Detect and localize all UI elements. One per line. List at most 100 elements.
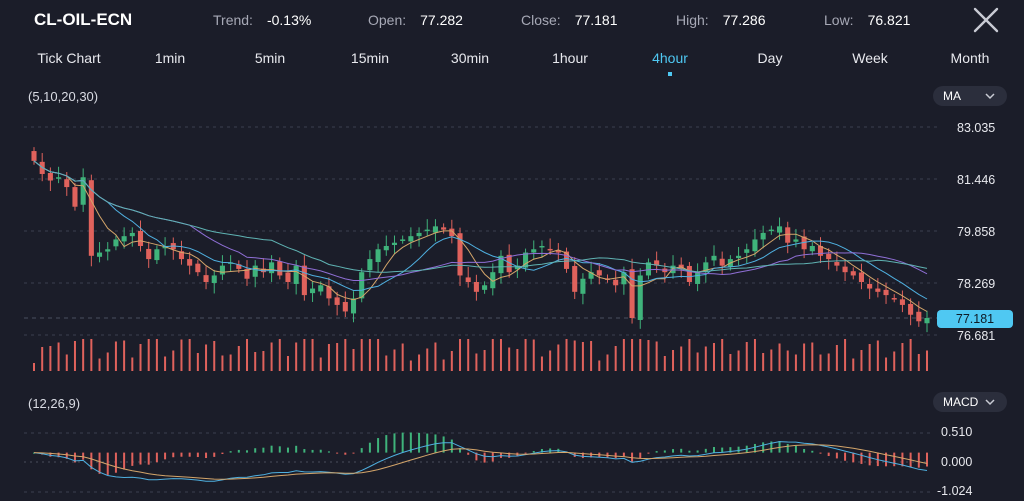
macd-histogram-bar: [467, 452, 470, 455]
candle-body: [891, 298, 897, 300]
tab-month[interactable]: Month: [950, 50, 990, 66]
candle-body: [547, 248, 553, 251]
volume-bar: [65, 354, 68, 371]
tab-4hour[interactable]: 4hour: [652, 50, 688, 66]
y-tick-5: 76.681: [957, 329, 996, 343]
ma30-line: [33, 160, 928, 273]
high-label: High:: [676, 12, 709, 28]
volume-bar: [803, 343, 806, 371]
volume-bar: [57, 342, 60, 371]
volume-bar: [352, 349, 355, 371]
macd-histogram-bar: [901, 452, 904, 467]
tab-30min[interactable]: 30min: [450, 50, 490, 66]
macd-histogram-bar: [647, 452, 650, 454]
candle-body: [269, 262, 275, 274]
tab-week[interactable]: Week: [852, 50, 888, 66]
volume-bar: [426, 348, 429, 371]
macd-histogram-bar: [631, 452, 634, 462]
macd-histogram-bar: [303, 449, 306, 453]
macd-indicator-select[interactable]: MACD: [933, 392, 1007, 412]
candle-body: [97, 252, 103, 257]
volume-bar: [483, 350, 486, 371]
volume-bar: [401, 343, 404, 371]
volume-bar: [237, 346, 240, 371]
tab-5min[interactable]: 5min: [254, 50, 286, 66]
volume-bar: [917, 354, 920, 371]
candle-body: [236, 264, 242, 269]
candle-body: [277, 261, 283, 276]
candle-body: [252, 265, 258, 277]
open-stat: Open: 77.282: [368, 12, 463, 28]
volume-bar: [459, 339, 462, 371]
macd-histogram-bar: [418, 432, 421, 453]
close-stat: Close: 77.181: [521, 12, 618, 28]
volume-bar: [729, 354, 732, 371]
macd-histogram-bar: [737, 446, 740, 453]
volume-bar: [409, 360, 412, 371]
volume-bar: [213, 341, 216, 371]
volume-bar: [590, 341, 593, 371]
candle-body: [736, 255, 742, 259]
volume-bar: [491, 339, 494, 371]
volume-bar: [499, 339, 502, 371]
candle-body: [154, 249, 160, 261]
volume-bar: [852, 358, 855, 371]
volume-bar: [147, 339, 150, 371]
ma10-line: [33, 160, 928, 300]
macd-histogram-bar: [868, 452, 871, 466]
volume-bar: [876, 340, 879, 371]
volume-bar: [49, 346, 52, 371]
close-button[interactable]: [970, 4, 1002, 36]
candle-body: [711, 255, 717, 261]
macd-histogram-bar: [98, 452, 101, 474]
volume-bar: [205, 344, 208, 371]
candle-body: [310, 288, 316, 294]
macd-histogram-bar: [385, 435, 388, 453]
macd-histogram-bar: [819, 452, 822, 454]
volume-bar: [475, 353, 478, 371]
candle-body: [482, 285, 488, 290]
tab-tick-chart[interactable]: Tick Chart: [37, 50, 101, 66]
candle-body: [752, 239, 758, 252]
volume-bar: [123, 340, 126, 371]
candle-body: [531, 249, 537, 253]
candle-body: [596, 270, 602, 276]
macd-histogram-bar: [655, 451, 658, 453]
quote-header: CL-OIL-ECN Trend: -0.13% Open: 77.282 Clos…: [0, 0, 1024, 40]
candle-body: [187, 259, 193, 266]
macd-histogram-bar: [917, 452, 920, 468]
macd-histogram-bar: [614, 452, 617, 459]
candle-body: [424, 229, 430, 232]
macd-histogram-bar: [590, 452, 593, 458]
macd-histogram-bar: [803, 448, 806, 453]
tab-1hour[interactable]: 1hour: [552, 50, 588, 66]
macd-select-label: MACD: [943, 395, 979, 409]
candle-body: [400, 239, 406, 241]
candle-body: [580, 278, 586, 294]
volume-bar: [188, 339, 191, 371]
volume-bar: [360, 339, 363, 371]
candle-body: [260, 268, 266, 273]
candle-body: [113, 239, 119, 247]
volume-bar: [270, 342, 273, 371]
volume-bar: [622, 339, 625, 371]
candle-body: [211, 275, 217, 283]
volume-bar: [98, 358, 101, 371]
volume-bar: [819, 354, 822, 371]
ma-params: (5,10,20,30): [28, 89, 99, 104]
candle-body: [670, 265, 676, 274]
volume-bar: [614, 346, 617, 371]
volume-bar: [688, 339, 691, 371]
tab-15min[interactable]: 15min: [350, 50, 390, 66]
macd-histogram-bar: [196, 452, 199, 458]
macd-histogram-bar: [475, 452, 478, 461]
close-icon: [973, 7, 999, 33]
macd-histogram-bar: [712, 447, 715, 453]
macd-histogram-bar: [393, 433, 396, 453]
ma-indicator-select[interactable]: MA: [933, 86, 1007, 106]
macd-histogram-bar: [311, 449, 314, 453]
tab-day[interactable]: Day: [757, 50, 783, 66]
tab-1min[interactable]: 1min: [154, 50, 186, 66]
macd-histogram-bar: [254, 448, 257, 453]
